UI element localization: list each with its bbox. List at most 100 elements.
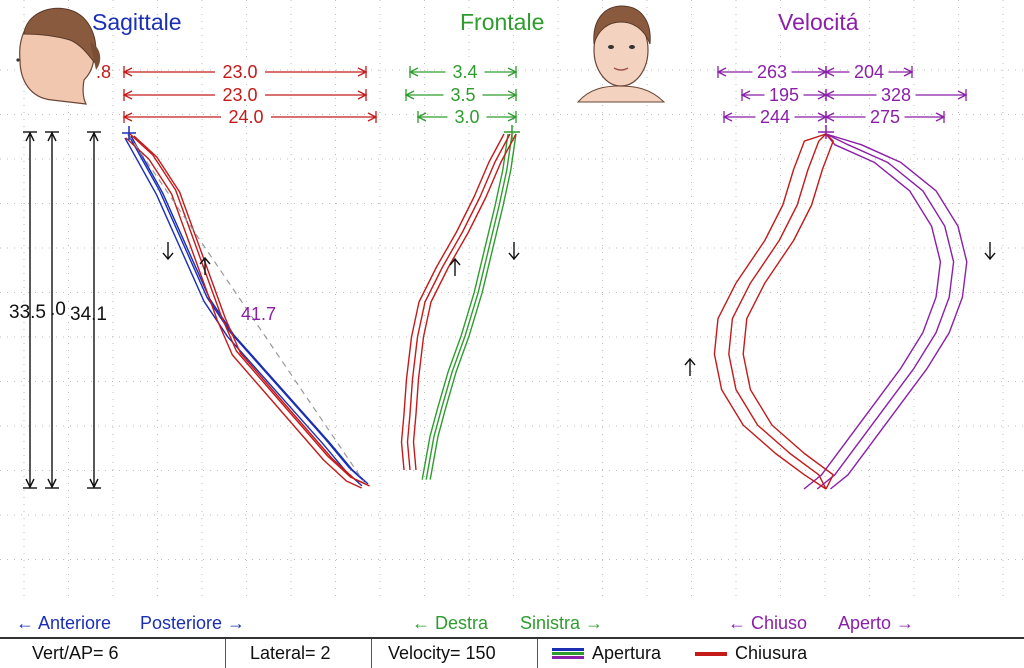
jaw-tracking-chart: Sagittale Frontale Velocitá 23.0.823.024… <box>0 0 1024 633</box>
arrowhead-down <box>89 478 99 489</box>
velocity-direction-right: Aperto → <box>838 613 914 633</box>
dimension-label-bg <box>865 107 905 125</box>
vert-ap-cell: Vert/AP= 6 <box>0 639 226 668</box>
velocity-apertura-trace <box>803 133 942 490</box>
legend-open-swatch <box>552 647 584 660</box>
velocity-measure-close-1: 263 <box>757 62 787 82</box>
arrowhead-right <box>357 67 368 77</box>
sagittal-opening-arrow-head <box>162 252 174 261</box>
dimension-label-bg <box>215 85 265 103</box>
velocity-chiusura-trace <box>713 133 827 490</box>
velocity-apertura-trace <box>816 133 955 490</box>
velocity-value: Velocity= 150 <box>388 643 496 663</box>
legend-close-swatch <box>695 648 728 660</box>
frontal-direction-right: Sinistra → <box>520 613 603 633</box>
arrowhead-right <box>507 112 518 122</box>
velocity-measure-open-1: 204 <box>854 62 884 82</box>
arrowhead-right <box>367 112 378 122</box>
dimension-label-bg <box>849 62 889 80</box>
sagittal-apertura-trace <box>124 137 363 487</box>
sagittal-head-icon <box>16 7 101 105</box>
frontal-apertura-trace <box>421 133 509 480</box>
arrowhead-down <box>25 478 35 489</box>
dimension-label-bg <box>445 62 485 80</box>
velocity-chiusura-trace <box>728 133 827 490</box>
frontal-apertura-trace <box>425 133 513 480</box>
sagittal-measure-2: 23.0 <box>222 85 257 105</box>
sagittal-closing-arrow-head <box>199 256 211 265</box>
legend-close: Chiusura <box>661 643 807 664</box>
sagittal-measure-1: 23.0 <box>222 62 257 82</box>
dimension-label-bg <box>755 107 795 125</box>
lateral-value: Lateral= 2 <box>250 643 331 663</box>
velocity-chiusura-trace <box>742 133 834 490</box>
lateral-cell: Lateral= 2 <box>226 639 372 668</box>
arrowhead-up <box>25 131 35 142</box>
sagittal-chiusura-trace <box>125 137 362 489</box>
sagittal-chiusura-trace <box>129 133 366 485</box>
velocity-measure-open-3: 275 <box>870 107 900 127</box>
dimension-label-bg <box>752 62 792 80</box>
dimension-label-bg <box>215 62 265 80</box>
sagittal-direction-left: ← Anteriore <box>16 613 111 633</box>
frontal-title: Frontale <box>460 9 544 35</box>
frontal-opening-arrow-head <box>508 252 520 261</box>
sagittal-measure-0: .8 <box>96 62 111 82</box>
velocity-measure-close-2: 195 <box>769 85 799 105</box>
traces <box>122 125 996 490</box>
arrowhead-up <box>89 131 99 142</box>
arrowhead-right <box>935 112 946 122</box>
frontal-chiusura-trace <box>406 133 511 471</box>
velocity-apertura-trace <box>825 133 968 490</box>
arrowhead-left <box>122 90 133 100</box>
status-bar: Vert/AP= 6 Lateral= 2 Velocity= 150 Aper… <box>0 637 1024 668</box>
sagittal-direction-right: Posteriore → <box>140 613 245 633</box>
arrowhead-left <box>408 67 419 77</box>
sagittal-apertura-trace <box>127 133 366 483</box>
arrowhead-down <box>47 478 57 489</box>
arrowhead-left <box>722 112 733 122</box>
arrowhead-left <box>824 67 835 77</box>
vertical-measure-3: 34.1 <box>70 304 107 325</box>
dimension-label-bg <box>876 85 916 103</box>
dimension-label-bg <box>764 85 804 103</box>
arrowhead-left <box>404 90 415 100</box>
sagittal-title: Sagittale <box>92 9 182 35</box>
velocity-measure-close-3: 244 <box>760 107 790 127</box>
arrowhead-right <box>507 67 518 77</box>
frontal-chiusura-trace <box>412 133 517 471</box>
velocity-closing-arrow-head <box>684 357 696 366</box>
arrowhead-left <box>824 112 835 122</box>
frontal-closing-arrow-head <box>449 257 461 266</box>
frontal-chiusura-trace <box>400 133 505 471</box>
dimension-label-bg <box>447 107 487 125</box>
arrowhead-right <box>957 90 968 100</box>
velocity-measure-open-2: 328 <box>881 85 911 105</box>
arrowhead-left <box>416 112 427 122</box>
sagittal-origin-marker <box>122 126 136 140</box>
arrowhead-up <box>47 131 57 142</box>
legend-open: Apertura <box>538 643 661 664</box>
arrowhead-left <box>122 67 133 77</box>
frontal-head-icon <box>576 5 666 103</box>
velocity-direction-left: ← Chiuso <box>728 613 807 633</box>
arrowhead-right <box>357 90 368 100</box>
frontal-measure-1: 3.4 <box>452 62 477 82</box>
vertical-measure-2: .0 <box>50 299 66 320</box>
arrowhead-left <box>824 90 835 100</box>
vertical-measure-1: 33.5 <box>9 302 46 323</box>
legend-close-label: Chiusura <box>735 643 808 663</box>
arrowhead-right <box>507 90 518 100</box>
dimension-label-bg <box>221 107 271 125</box>
sagittal-diagonal-line <box>127 133 365 483</box>
frontal-origin-marker <box>504 125 520 139</box>
sagittal-measure-3: 24.0 <box>228 107 263 127</box>
sagittal-diagonal-measure: 41.7 <box>241 304 276 324</box>
vert-ap-value: Vert/AP= 6 <box>32 643 119 663</box>
frontal-measure-3: 3.0 <box>454 107 479 127</box>
frontal-apertura-trace <box>429 133 517 480</box>
legend-open-label: Apertura <box>592 643 662 663</box>
arrowhead-left <box>740 90 751 100</box>
grid <box>0 0 1024 600</box>
